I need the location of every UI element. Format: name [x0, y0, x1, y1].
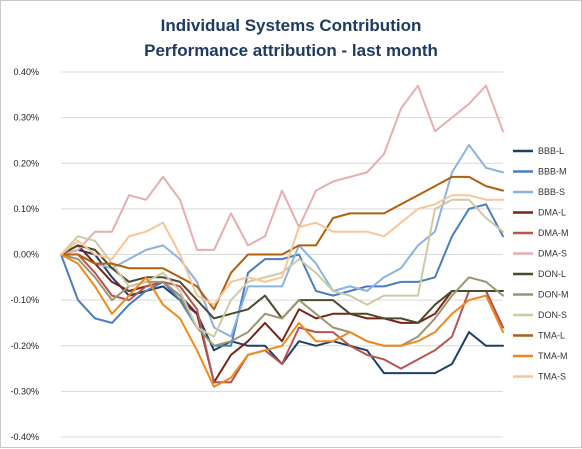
legend-label: DMA-L — [538, 208, 566, 218]
legend-label: BBB-M — [538, 167, 567, 177]
legend-item: DMA-S — [513, 249, 567, 259]
legend-label: DMA-M — [538, 228, 569, 238]
legend-label: TMA-S — [538, 372, 566, 382]
legend-label: BBB-L — [538, 146, 564, 156]
series-line-dma-s — [60, 84, 504, 256]
y-tick-label: 0.10% — [13, 204, 39, 214]
legend-label: DON-S — [538, 310, 567, 320]
legend-item: BBB-S — [513, 187, 565, 197]
legend-label: BBB-S — [538, 187, 565, 197]
legend-item: BBB-M — [513, 167, 567, 177]
series-line-tma-s — [60, 194, 504, 306]
y-tick-label: 0.30% — [13, 113, 39, 123]
legend-item: BBB-L — [513, 146, 564, 156]
series-line-bbb-m — [60, 203, 504, 347]
legend-item: TMA-S — [513, 372, 566, 382]
chart-subtitle: Performance attribution - last month — [144, 41, 438, 60]
y-tick-label: -0.20% — [10, 341, 39, 351]
chart-title: Individual Systems Contribution — [161, 16, 422, 35]
series-line-tma-l — [60, 175, 504, 311]
legend-label: TMA-M — [538, 351, 568, 361]
legend-item: TMA-L — [513, 331, 565, 341]
y-tick-label: 0.20% — [13, 158, 39, 168]
y-tick-label: -0.30% — [10, 386, 39, 396]
legend-item: DON-M — [513, 290, 569, 300]
legend-item: DON-L — [513, 269, 566, 279]
series-lines — [60, 84, 504, 388]
legend-label: DON-M — [538, 290, 569, 300]
y-axis-tick-labels: 0.40% 0.30% 0.20% 0.10% 0.00% -0.10% -0.20% -0.… — [10, 67, 39, 442]
y-tick-label: 0.00% — [13, 250, 39, 260]
y-tick-label: 0.40% — [13, 67, 39, 77]
y-tick-label: -0.40% — [10, 432, 39, 442]
legend-label: DON-L — [538, 269, 566, 279]
legend-item: DON-S — [513, 310, 567, 320]
y-tick-label: -0.10% — [10, 295, 39, 305]
series-line-tma-m — [60, 253, 504, 388]
legend-label: TMA-L — [538, 331, 565, 341]
series-line-dma-m — [60, 253, 504, 384]
legend-item: TMA-M — [513, 351, 568, 361]
legend-item: DMA-L — [513, 208, 566, 218]
legend-item: DMA-M — [513, 228, 569, 238]
series-line-don-s — [60, 198, 504, 338]
legend: BBB-L BBB-M BBB-S DMA-L DMA-M DMA-S DON-L DON-M… — [513, 146, 569, 382]
legend-label: DMA-S — [538, 249, 567, 259]
